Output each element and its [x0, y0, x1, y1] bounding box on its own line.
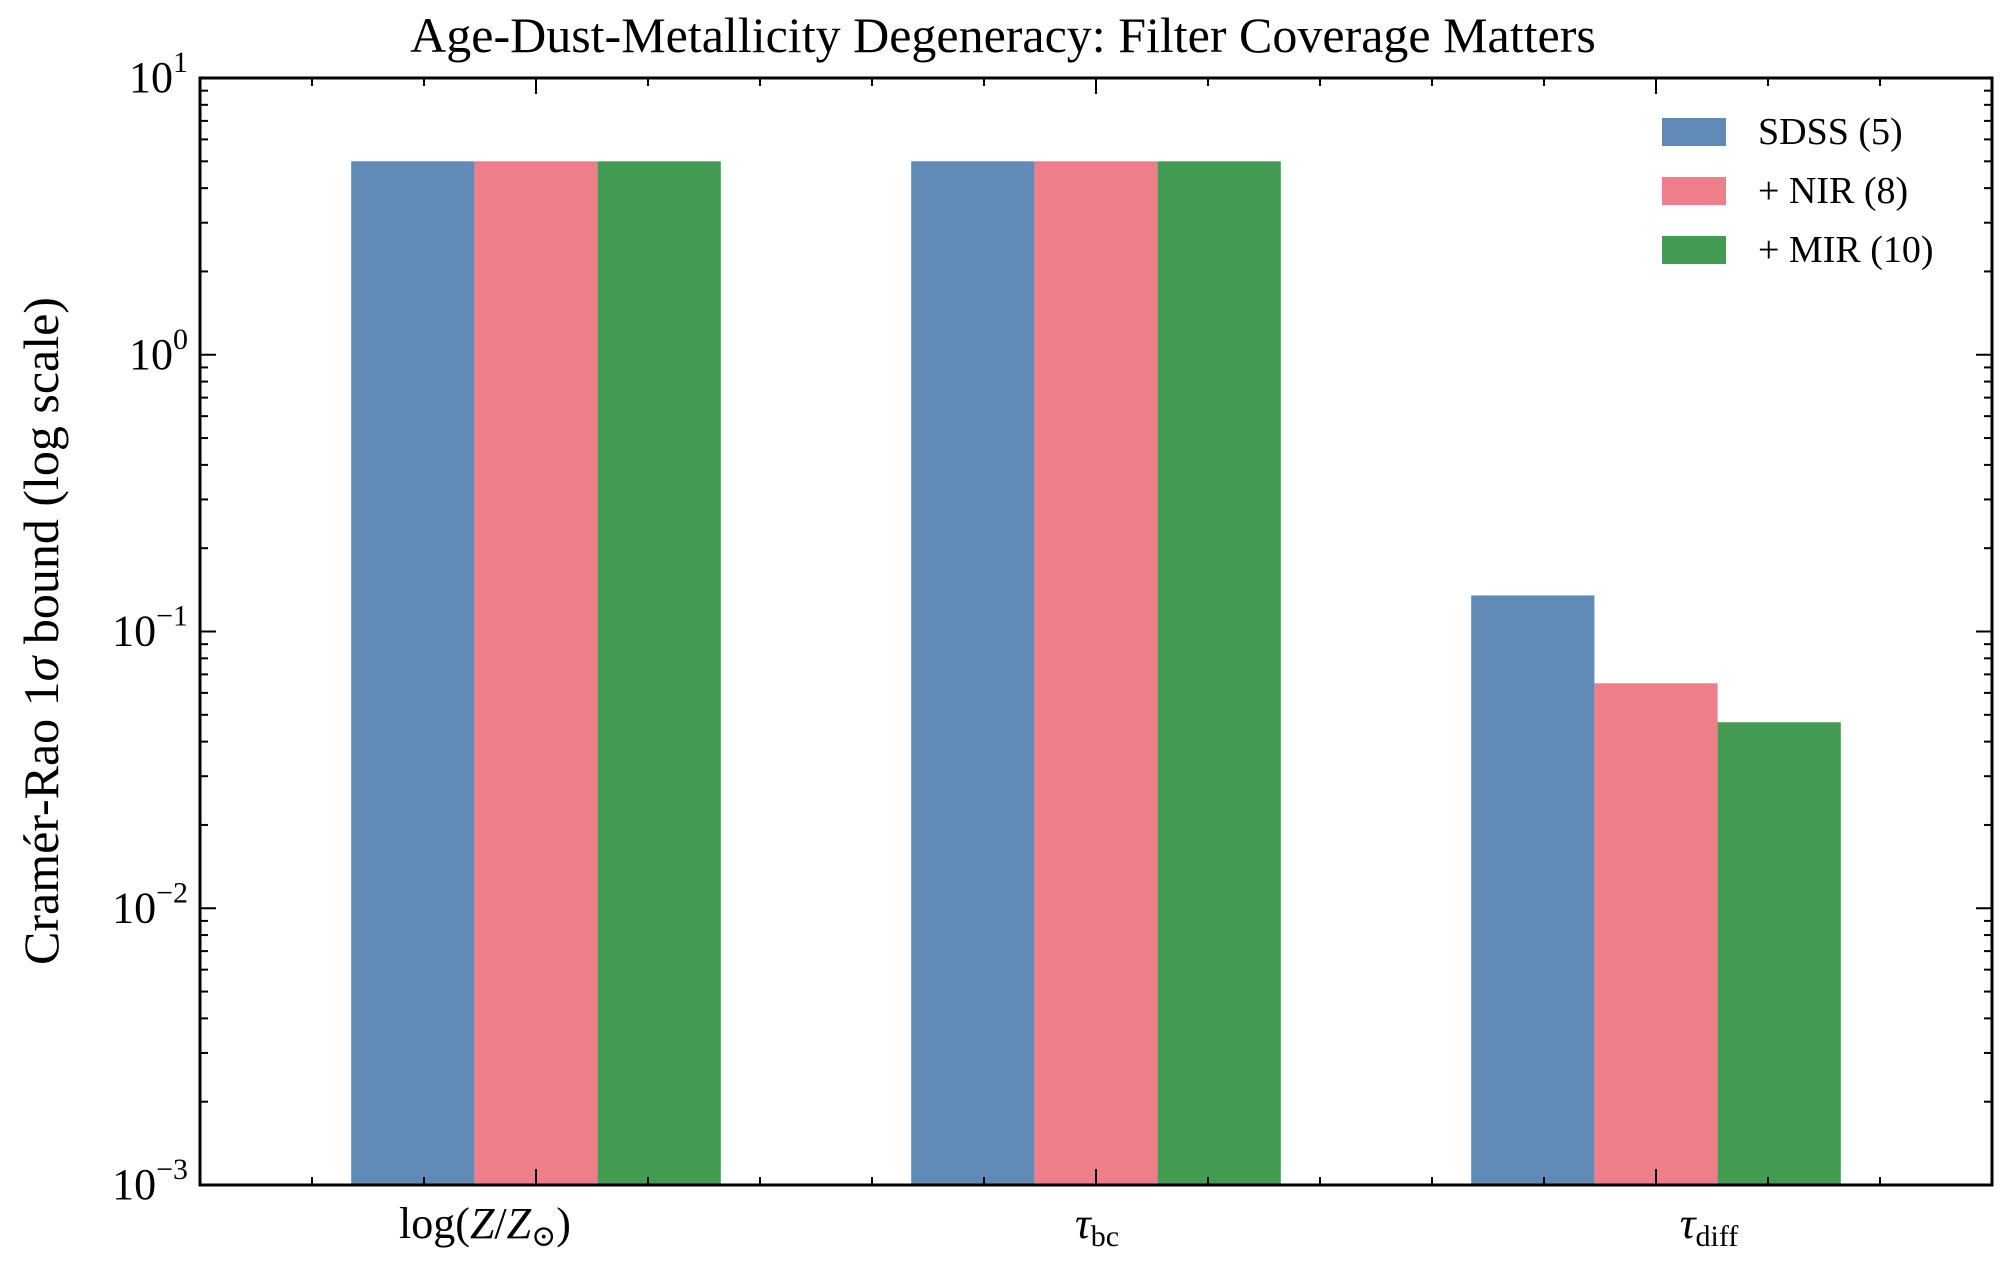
y-axis-label: Cramér-Rao 1σ bound (log scale) [13, 297, 69, 965]
bar-1-2 [1594, 683, 1718, 1185]
legend-label-1: + NIR (8) [1758, 170, 1908, 212]
plot-frame [198, 76, 1994, 1187]
bar-1-0 [474, 161, 598, 1185]
bar-0-1 [911, 161, 1035, 1185]
x-tick-label-tau-bc: τbc [1075, 1199, 1119, 1253]
x-tick-label-tau-diff: τdiff [1680, 1199, 1739, 1253]
bar-0-0 [351, 161, 475, 1185]
bar-2-2 [1717, 722, 1841, 1185]
y-tick-label-3: 100 [129, 323, 188, 379]
bar-1-1 [1034, 161, 1158, 1185]
x-tick-label-logz: log(Z/Z⊙) [399, 1199, 571, 1253]
bars [351, 161, 1841, 1185]
bar-0-2 [1471, 595, 1595, 1185]
y-tick-label-0: 10−3 [112, 1153, 188, 1209]
y-tick-label-4: 101 [129, 46, 188, 102]
bar-2-0 [597, 161, 721, 1185]
legend-label-0: SDSS (5) [1758, 111, 1903, 153]
y-tick-label-2: 10−1 [112, 600, 188, 656]
legend-swatch-1 [1662, 177, 1726, 205]
chart-title: Age-Dust-Metallicity Degeneracy: Filter … [410, 7, 1596, 63]
y-tick-label-1: 10−2 [112, 876, 188, 932]
legend-label-2: + MIR (10) [1758, 229, 1934, 271]
y-tick-labels: 10−3 10−2 10−1 100 101 [112, 46, 188, 1209]
bar-2-1 [1157, 161, 1281, 1185]
x-tick-labels: log(Z/Z⊙) τbc τdiff [399, 1199, 1738, 1253]
legend-swatch-2 [1662, 236, 1726, 264]
legend-swatch-0 [1662, 118, 1726, 146]
legend: SDSS (5) + NIR (8) + MIR (10) [1662, 111, 1934, 271]
